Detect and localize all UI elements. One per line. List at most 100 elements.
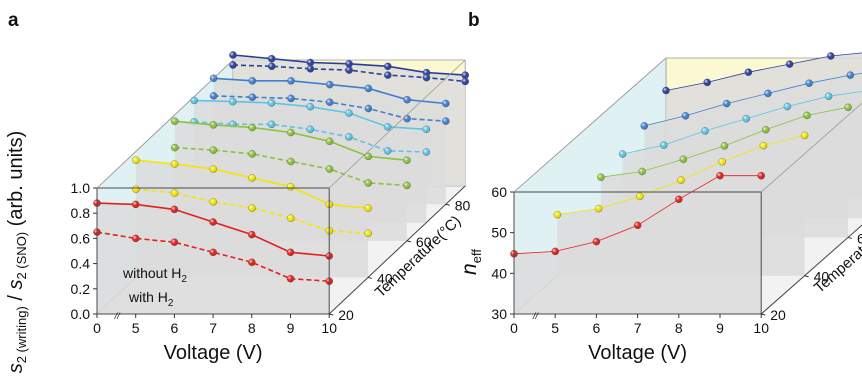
data-point-shade	[190, 96, 198, 104]
data-point-shade	[403, 115, 411, 123]
annotation-subscript: 2	[168, 298, 174, 309]
data-point-shade	[801, 131, 809, 139]
series-60-dashed	[170, 143, 411, 190]
data-point-shade	[209, 198, 217, 206]
x-tick-label: 9	[287, 320, 295, 336]
y-axis-label-part: s	[5, 280, 27, 290]
series-ribbon	[97, 203, 330, 314]
series-80-dashed	[209, 92, 450, 125]
z-tick-label: 60	[857, 230, 862, 246]
data-point-shade	[742, 115, 750, 123]
data-point-shade	[703, 78, 711, 86]
x-tick-label: 10	[321, 320, 337, 336]
series-20-solid	[93, 199, 333, 314]
y-axis-label-sub: eff	[469, 249, 484, 264]
data-point-shade	[287, 157, 295, 166]
data-point-shade	[248, 174, 256, 182]
depth-top-edge	[760, 102, 862, 193]
data-point-shade	[762, 126, 770, 134]
depth-top-edge	[513, 57, 667, 193]
data-point-shade	[345, 66, 353, 74]
x-tick-label: 0	[93, 320, 101, 336]
data-point-shade	[803, 111, 811, 119]
z-tick-mark	[406, 240, 412, 243]
data-point-shade	[825, 92, 833, 100]
data-point-shade	[364, 84, 372, 92]
z-tick-label: 20	[338, 307, 354, 323]
z-tick-mark	[847, 236, 853, 239]
z-tick-mark	[804, 275, 809, 278]
y-tick-label: 1.0	[71, 180, 91, 196]
data-point-shade	[597, 173, 605, 181]
data-point-shade	[640, 122, 648, 130]
series-40-dashed	[132, 185, 372, 238]
data-point-shade	[171, 160, 179, 168]
x-tick-label: 5	[551, 320, 559, 336]
annotation-1: with H2	[128, 289, 174, 309]
data-point-shade	[171, 144, 179, 152]
data-point-shade	[422, 125, 430, 133]
data-point-shade	[595, 205, 603, 213]
z-tick-label: 40	[377, 270, 393, 286]
data-point-shade	[681, 112, 690, 120]
data-point-shade	[170, 238, 178, 246]
data-point-shade	[384, 71, 392, 79]
data-point-shade	[345, 109, 353, 117]
data-point-shade	[384, 62, 392, 70]
data-point-shade	[384, 123, 392, 131]
y-tick-label: 50	[491, 225, 507, 241]
y-axis-label-part: (arb. units)	[5, 131, 27, 232]
y-tick-label: 0.6	[71, 230, 91, 246]
data-point-shade	[716, 172, 724, 180]
data-point-shade	[325, 137, 334, 145]
x-axis-break: //	[114, 311, 122, 321]
data-point-shade	[461, 77, 469, 85]
z-tick-label: 20	[770, 307, 786, 323]
data-point-shade	[248, 93, 256, 101]
x-tick-label: 7	[209, 320, 217, 336]
y-tick-label: 30	[491, 306, 507, 322]
data-point-shade	[132, 200, 140, 208]
data-point-shade	[364, 179, 372, 187]
data-point-shade	[229, 51, 237, 59]
y-axis-label-part: 2 (SNO)	[14, 232, 29, 280]
data-point-shade	[171, 189, 179, 197]
data-point-shade	[229, 98, 237, 106]
data-point-shade	[619, 150, 627, 158]
data-point-shade	[592, 238, 601, 246]
data-point-shade	[209, 146, 217, 154]
x-tick-label: 6	[171, 320, 179, 336]
data-point-shade	[326, 81, 334, 89]
data-point-shade	[268, 55, 276, 63]
data-point-shade	[287, 128, 295, 137]
data-point-shade	[679, 155, 687, 163]
y-axis-label: neff	[458, 249, 484, 275]
depth-axis-line	[328, 185, 466, 315]
x-tick-label: 10	[753, 320, 769, 336]
x-axis-label: Voltage (V)	[588, 342, 687, 364]
y-axis-label-part: /	[5, 290, 27, 307]
data-point-shade	[267, 120, 276, 128]
data-point-shade	[286, 275, 295, 283]
data-point-shade	[759, 142, 768, 150]
data-point-shade	[660, 141, 668, 149]
data-point-shade	[701, 127, 709, 135]
series-ribbon	[514, 175, 762, 314]
data-point-shade	[229, 61, 237, 69]
data-point-shade	[662, 86, 670, 95]
data-point-shade	[364, 104, 372, 113]
y-tick-label: 40	[491, 265, 507, 281]
depth-top-edge	[96, 59, 234, 189]
x-tick-label: 5	[132, 320, 140, 336]
series-90-dashed	[229, 61, 469, 86]
data-point-shade	[345, 60, 353, 68]
data-point-shade	[132, 156, 140, 164]
x-tick-label: 8	[248, 320, 256, 336]
x-tick-label: 0	[510, 320, 518, 336]
annotation-text: without H	[122, 265, 181, 281]
data-point-shade	[287, 77, 295, 85]
x-tick-label: 8	[675, 320, 683, 336]
data-point-shade	[442, 99, 450, 108]
panel-label-a: a	[8, 10, 19, 31]
